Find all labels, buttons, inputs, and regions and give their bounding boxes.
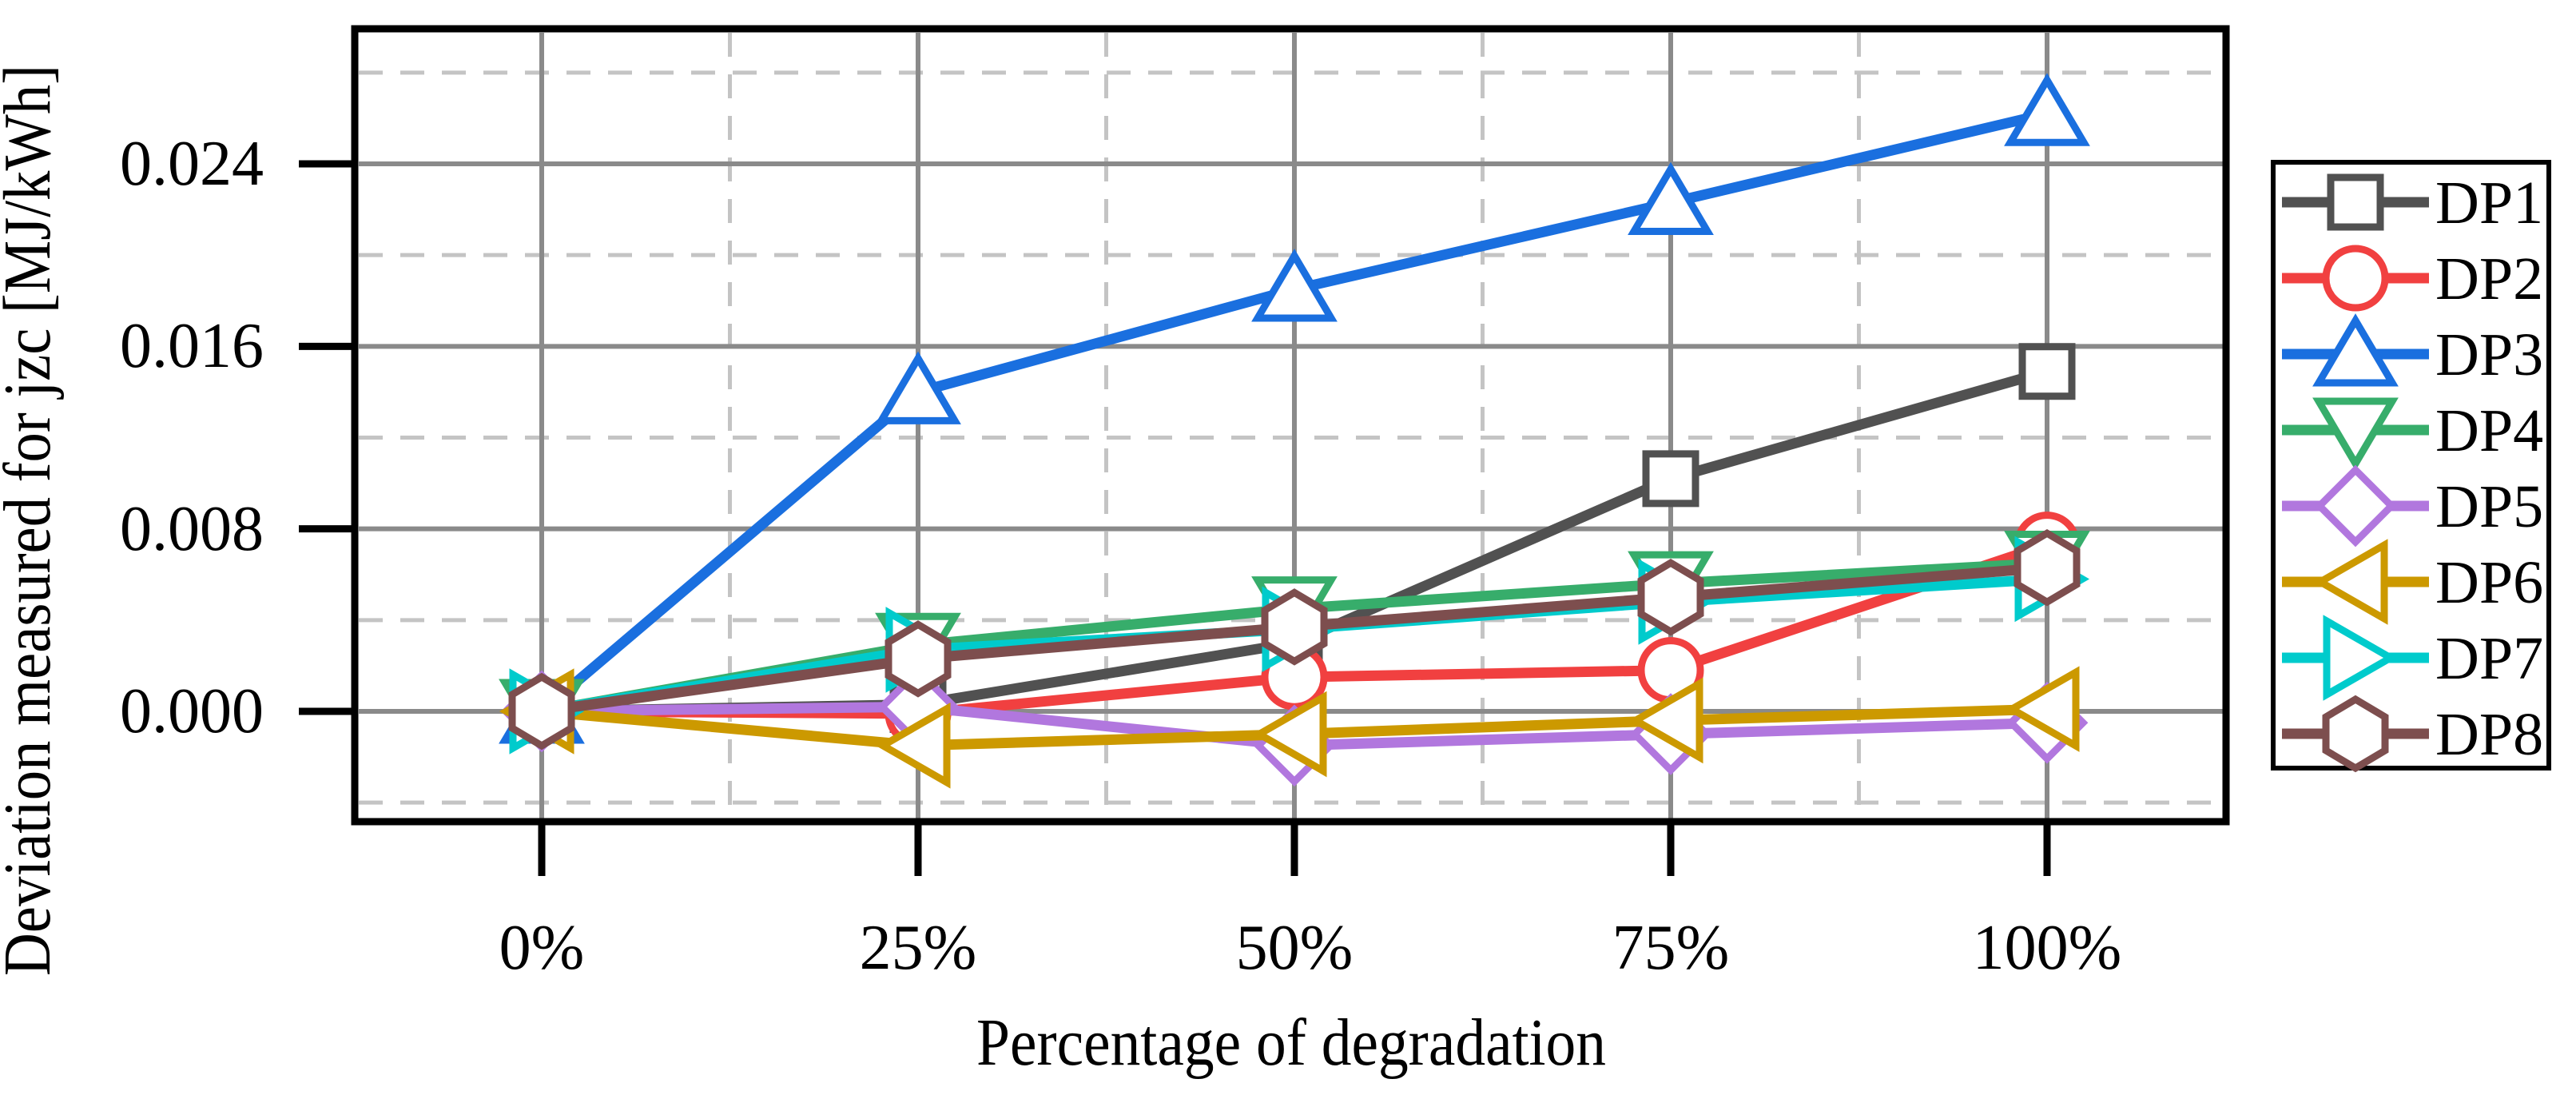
legend-label-dp3: DP3: [2435, 321, 2543, 388]
y-tick-label-1: 0.008: [120, 494, 264, 564]
legend-circle-icon: [2322, 245, 2389, 312]
triangle-left-marker-dp6: [2004, 666, 2080, 752]
legend-triangle-up-icon: [2312, 313, 2399, 387]
series-dp8: [508, 528, 2081, 751]
axis-ticks: [299, 160, 2051, 876]
y-tick-label-0: 0.000: [120, 676, 264, 747]
triangle-up-marker-dp3: [1628, 161, 1714, 236]
legend-samples: [2282, 173, 2429, 773]
triangle-left-marker-dp6: [1628, 677, 1703, 764]
square-marker-dp1: [1642, 450, 1699, 508]
x-tick-label-4: 100%: [1973, 913, 2122, 983]
legend-diamond-icon: [2314, 464, 2397, 548]
legend: DP1 DP2 DP3 DP4 DP5 DP6 DP7 DP8: [2271, 160, 2551, 773]
triangle-left-marker-dp6: [1251, 691, 1327, 778]
hexagon-marker-dp8: [1637, 559, 1704, 636]
legend-triangle-down-icon: [2312, 397, 2399, 471]
x-tick-label-0: 0%: [499, 913, 585, 983]
square-marker-dp1: [2018, 343, 2076, 400]
triangle-up-marker-dp3: [1251, 249, 1338, 322]
hexagon-marker-dp8: [2013, 528, 2081, 607]
legend-label-dp6: DP6: [2435, 549, 2543, 616]
x-axis-tick-labels: 0% 25% 50% 75% 100%: [499, 913, 2122, 983]
hexagon-marker-dp8: [1261, 588, 1328, 666]
x-tick-label-1: 25%: [860, 913, 977, 983]
y-axis-tick-labels: 0.000 0.008 0.016 0.024: [120, 129, 264, 747]
plot-frame: [351, 25, 2230, 826]
hexagon-marker-dp8: [885, 620, 952, 698]
triangle-up-marker-dp3: [2004, 73, 2090, 146]
legend-label-dp4: DP4: [2435, 397, 2543, 464]
x-tick-label-3: 75%: [1612, 913, 1730, 983]
x-tick-label-2: 50%: [1236, 913, 1354, 983]
series-layer: [499, 73, 2090, 789]
y-tick-label-2: 0.016: [120, 311, 264, 381]
legend-label-dp5: DP5: [2435, 473, 2543, 540]
legend-label-dp2: DP2: [2435, 245, 2543, 313]
legend-hexagon-icon: [2322, 695, 2389, 773]
legend-label-dp8: DP8: [2435, 701, 2543, 768]
legend-triangle-right-icon: [2323, 615, 2399, 701]
y-axis-title: Deviation measured for jzc [MJ/kWh]: [0, 65, 65, 976]
x-axis-title: Percentage of degradation: [976, 1005, 1606, 1080]
triangle-up-marker-dp3: [875, 351, 961, 424]
legend-square-icon: [2327, 173, 2384, 231]
triangle-left-marker-dp6: [875, 703, 951, 789]
series-dp3: [499, 73, 2090, 744]
y-tick-label-3: 0.024: [120, 129, 264, 199]
hexagon-marker-dp8: [508, 672, 575, 751]
legend-label-dp1: DP1: [2435, 169, 2543, 237]
legend-border: [2271, 160, 2551, 770]
legend-label-dp7: DP7: [2435, 625, 2543, 692]
legend-triangle-left-icon: [2312, 539, 2388, 625]
